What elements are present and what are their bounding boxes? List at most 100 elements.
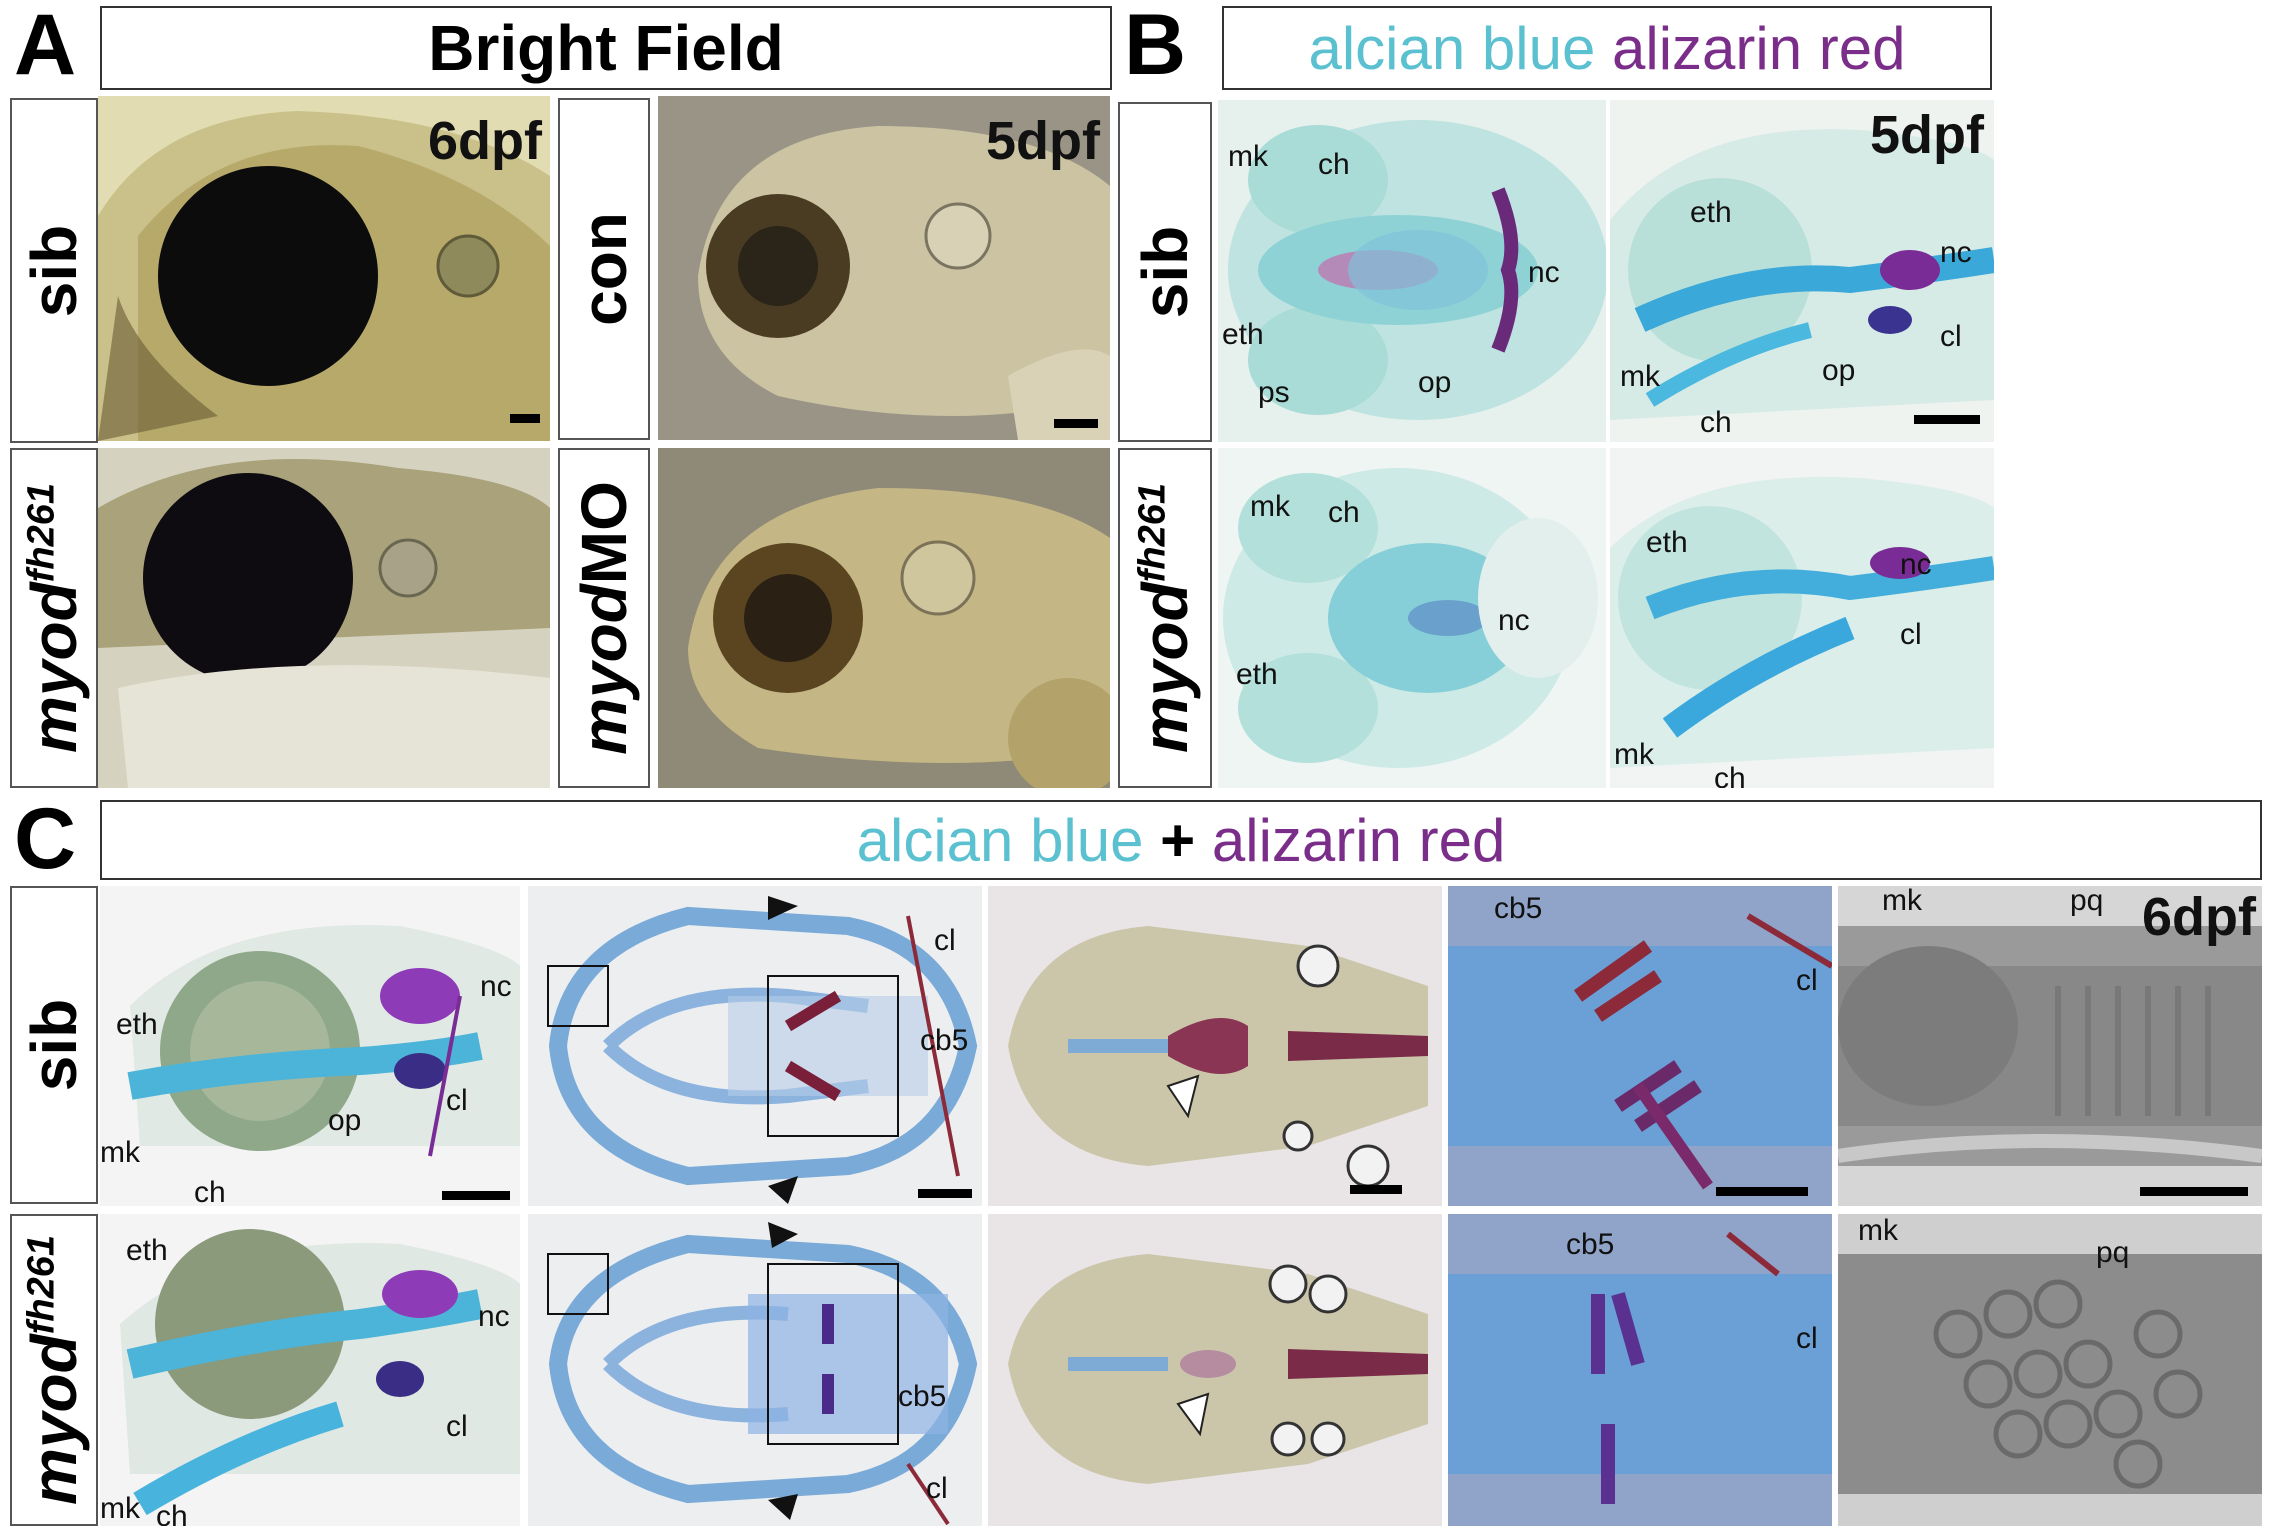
panel-a-title-text: Bright Field [428,12,784,84]
panel-c-title-alcian: alcian blue [856,806,1144,874]
panel-c-image-sib-dic: mk pq 6dpf [1838,886,2262,1206]
panel-b-image-sib-ventral: mk ch nc eth ps op [1218,100,1606,442]
panel-b-image-myod-lateral: eth nc cl mk ch [1610,448,1994,788]
label-ch: ch [194,1176,226,1207]
panel-b-image-sib-lateral: 5dpf eth nc cl mk op ch [1610,100,1994,442]
panel-a-image-myod-6dpf [98,448,550,788]
label-ch: ch [1700,406,1732,439]
myod-mo-italic: myod [568,584,640,755]
scale-bar [1914,415,1980,424]
label-mk: mk [100,1136,140,1169]
label-pq: pq [2096,1236,2130,1269]
label-eth: eth [116,1008,158,1041]
panel-a-row-label-myod-mo: myodMO [558,448,650,788]
label-eth: eth [1222,318,1264,351]
panel-c-image-myod-dic: mk pq [1838,1214,2262,1526]
label-cl: cl [1940,320,1962,353]
label-nc: nc [478,1300,510,1333]
label-cb5: cb5 [898,1380,947,1413]
scale-bar [918,1189,972,1198]
panel-a-letter: A [14,0,77,93]
myod-italic: myod [1129,582,1201,753]
row-label-sib-text: sib [18,224,90,317]
label-nc: nc [1498,604,1530,637]
myod-italic: myod [18,582,90,753]
panel-b-title-alizarin: alizarin red [1612,14,1906,82]
stage-label-5dpf: 5dpf [986,111,1100,171]
label-pq: pq [2070,886,2104,917]
panel-c-image-sib-ventral-bone [988,886,1442,1206]
panel-c-title: alcian blue + alizarin red [100,800,2262,880]
label-eth: eth [1236,658,1278,691]
mo-rest: MO [568,481,640,585]
panel-c-title-alizarin: alizarin red [1211,806,1506,874]
panel-c-stage: 6dpf [2142,887,2256,947]
panel-c-image-sib-cb5-zoom: cb5 cl [1448,886,1832,1206]
label-cl: cl [1900,618,1922,651]
panel-b-title: alcian blue alizarin red [1222,6,1992,90]
panel-c-image-myod-ventral-bone [988,1214,1442,1526]
panel-c-title-plus: + [1160,806,1196,874]
panel-b-title-alcian: alcian blue [1308,14,1596,82]
panel-b-row-label-sib: sib [1118,102,1212,442]
panel-c-row-myod-text: myodfh261 [17,1235,91,1505]
row-label-con-text: con [568,212,640,326]
panel-a-row-label-sib: sib [10,98,98,443]
panel-b-image-myod-ventral: mk ch nc eth [1218,448,1606,788]
scale-bar [510,414,540,423]
label-mk: mk [1620,360,1660,393]
label-cl: cl [926,1472,948,1505]
stage-label-6dpf: 6dpf [428,111,542,171]
label-op: op [328,1104,362,1137]
panel-a-image-con-5dpf: 5dpf [658,96,1110,440]
label-cl: cl [1796,1322,1818,1355]
label-mk: mk [1858,1214,1898,1247]
panel-c-image-myod-lateral: eth nc cl mk ch [100,1214,520,1526]
panel-b-letter: B [1124,0,1187,93]
panel-c-image-myod-ventral-cartilage: cb5 cl [528,1214,982,1526]
panel-c-letter: C [14,791,77,887]
label-cb5: cb5 [1566,1228,1615,1261]
panel-c-row-sib-text: sib [18,998,90,1092]
scale-bar [1054,419,1098,428]
panel-a-title: Bright Field [100,6,1112,90]
panel-c-row-label-sib: sib [10,886,98,1204]
panel-b-row-sib-text: sib [1129,225,1201,319]
label-ch: ch [1714,762,1746,789]
panel-a-image-sib-6dpf: 6dpf [98,96,550,441]
label-nc: nc [1940,236,1972,269]
panel-a-image-mo-5dpf [658,448,1110,788]
panel-c-image-sib-lateral: eth nc cl op mk ch [100,886,520,1206]
scale-bar [2140,1187,2248,1196]
label-nc: nc [1900,548,1932,581]
label-cb5: cb5 [1494,892,1543,925]
label-mk: mk [1228,140,1268,173]
label-nc: nc [480,970,512,1003]
label-op: op [1822,354,1856,387]
label-ch: ch [156,1500,188,1527]
label-mk: mk [1614,738,1654,771]
panel-a-row-label-con: con [558,98,650,440]
label-cb5: cb5 [920,1024,969,1057]
panel-b-stage: 5dpf [1870,105,1984,165]
label-cl: cl [446,1410,468,1443]
label-op: op [1418,366,1452,399]
panel-b-row-myod-text: myodfh261 [1128,483,1202,753]
label-eth: eth [1690,196,1732,229]
label-mk: mk [1882,886,1922,917]
scale-bar [442,1191,510,1200]
label-eth: eth [1646,526,1688,559]
label-eth: eth [126,1234,168,1267]
label-mk: mk [1250,490,1290,523]
label-nc: nc [1528,256,1560,289]
label-ps: ps [1258,376,1290,409]
label-ch: ch [1318,148,1350,181]
label-cl: cl [1796,964,1818,997]
fh261-sup: fh261 [20,1235,63,1335]
fh261-sup: fh261 [20,483,63,583]
myod-italic: myod [18,1334,90,1505]
label-mk: mk [100,1492,140,1525]
row-label-myod-mo-text: myodMO [567,481,641,755]
label-cl: cl [934,924,956,957]
panel-c-image-sib-ventral-cartilage: cl cb5 [528,886,982,1206]
